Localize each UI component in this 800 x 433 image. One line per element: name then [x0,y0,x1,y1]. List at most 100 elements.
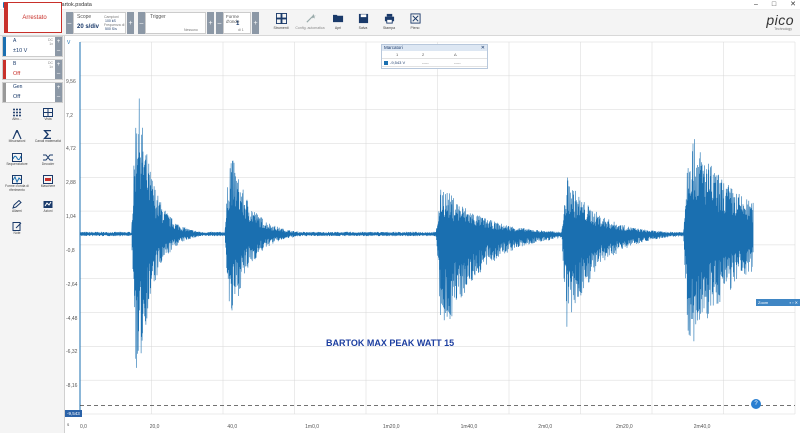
print-caption: Stampa [382,26,396,30]
waveforms-box[interactable]: Forme d'onde 1 di 1 [223,12,251,34]
x-tick-label: 0,0 [80,424,87,430]
x-tick-label: 2m40,0 [693,424,711,430]
trigger-level-marker[interactable]: -9,543 [65,410,82,417]
trigger-box[interactable]: Trigger Nessuno [145,12,206,34]
sample-rate-label: Frequenza di [104,23,125,27]
trigger-increase-button[interactable]: + [207,12,214,34]
generator-increase-button[interactable]: + [55,83,62,93]
trigger-label: Trigger [150,14,166,20]
samples-label: Campioni [104,15,119,19]
run-stop-button[interactable]: Arrestato [4,2,62,33]
rulers-window[interactable]: Marcatori ✕ 1 2 Δ -9,543 V ----- ----- [381,44,488,69]
y-tick-label: -6,32 [66,349,78,356]
waveform-tool[interactable]: Forme d'onda di riferimento [2,175,32,193]
waveforms-prev-button[interactable]: – [216,12,223,34]
x-tick-label: 40,0 [227,424,238,430]
waveforms-count: di 1 [238,28,244,32]
views-icon [43,108,53,117]
generator-box[interactable]: Gen Off + – [2,82,63,103]
left-panel: A ±10 V DC 1x + – B Off DC 1x + – Gen Of… [0,36,65,433]
y-tick-label: -4,48 [66,315,78,322]
channel-a-increase-button[interactable]: + [55,37,62,47]
minimize-button[interactable]: – [753,1,758,8]
scope-view[interactable]: V 9,56 7,2 4,72 2,88 1,04 -0,8 -2,64 -4,48 -6,32… [65,36,800,433]
channel-b-box[interactable]: B Off DC 1x + – [2,59,63,80]
window-controls: – □ ✕ [754,0,796,10]
waveforms-next-button[interactable]: + [252,12,259,34]
sigma-icon [43,130,51,139]
scope-increase-button[interactable]: + [127,12,134,34]
y-tick-label: 4,72 [66,146,76,153]
math-channels-tool[interactable]: Canali matematici [33,130,63,148]
channel-a-decrease-button[interactable]: – [55,46,62,56]
notes-icon [12,222,22,231]
tools-icon [275,13,287,24]
x-tick-label: 20,0 [149,424,160,430]
y-tick-label: -8,16 [66,383,78,390]
generator-state: Off [13,94,21,100]
tools-caption: Strumenti [273,26,289,30]
channel-a-range: ±10 V [13,48,28,54]
config-button[interactable]: Config. automatica [295,12,325,34]
scope-decrease-button[interactable]: – [66,12,73,34]
fullscreen-button[interactable]: Pieno [404,12,426,34]
channel-a-trace [79,98,754,368]
print-button[interactable]: Stampa [378,12,400,34]
more-tool[interactable]: Altro... [2,108,32,126]
generator-decrease-button[interactable]: – [55,92,62,102]
reference-waveforms-tool[interactable]: Sequenziatore [2,153,32,171]
views-tool-label: Vista [44,117,52,121]
ruler-col-1: 1 [396,52,399,57]
channel-b-color [3,60,6,79]
actions-tool-label: Azioni [43,209,53,213]
y-tick-label: 9,56 [66,78,76,85]
help-button[interactable]: ? [751,399,761,409]
measurements-tool[interactable]: Misurazioni [2,130,32,148]
close-button[interactable]: ✕ [790,1,796,8]
ruler-value-delta: ----- [454,60,461,65]
actions-tool[interactable]: Azioni [33,200,63,218]
x-tick-label: 1m40,0 [460,424,478,430]
open-button[interactable]: Apri [327,12,349,34]
trigger-decrease-button[interactable]: – [138,12,145,34]
open-caption: Apri [334,26,342,30]
decode-tool[interactable]: Decoder [33,153,63,171]
pico-logo-subtitle: Technology [774,27,792,31]
ruler-col-delta: Δ [454,52,457,57]
math-channels-tool-label: Canali matematici [34,139,62,143]
decode-icon [43,154,53,161]
save-button[interactable]: Salva [352,12,374,34]
channel-b-decrease-button[interactable]: – [55,69,62,79]
measurements-tool-label: Misurazioni [8,139,26,143]
waveform-library-icon [12,175,22,184]
views-tool[interactable]: Vista [33,108,63,126]
sample-rate-value: 500 S/s [105,27,117,31]
masks-tool[interactable]: Maschere [33,175,63,193]
main-toolbar: – Scope 20 s/div Campioni 100 kS Frequen… [0,10,800,36]
channel-b-increase-button[interactable]: + [55,60,62,70]
scope-timebase-box[interactable]: Scope 20 s/div Campioni 100 kS Frequenza… [73,12,126,34]
channel-b-label: B [13,61,17,67]
maximize-button[interactable]: □ [771,1,777,8]
x-tick-label: 2m20,0 [616,424,633,430]
channel-a-box[interactable]: A ±10 V DC 1x + – [2,36,63,57]
rulers-value-row: -9,543 V ----- ----- [382,59,487,67]
run-state-label: Arrestato [22,14,47,21]
zoom-overview-window[interactable]: Zoom ▪ ▫ ✕ [756,299,800,306]
y-tick-label: 7,2 [66,112,73,119]
y-tick-label: 2,88 [66,180,76,187]
zoom-controls-icon[interactable]: ▪ ▫ ✕ [789,300,798,305]
channel-a-coupling: DC 1x [47,38,53,46]
zoom-label: Zoom [758,300,769,305]
pico-logo: pico [766,12,794,28]
y-tick-label: -2,64 [66,281,78,288]
channel-a-swatch [384,61,388,65]
notes-tool[interactable]: Note [2,222,32,240]
rulers-close-icon[interactable]: ✕ [480,45,485,51]
alarms-tool[interactable]: Allarmi [2,200,32,218]
scope-plot-svg[interactable] [65,36,800,433]
x-axis-unit: s [67,422,70,427]
ruler-col-2: 2 [422,52,425,57]
scope-value: 20 s/div [77,24,100,30]
tools-button[interactable]: Strumenti [270,12,292,34]
